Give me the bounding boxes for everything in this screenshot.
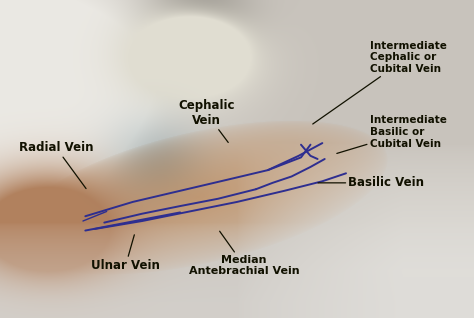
Text: Radial Vein: Radial Vein	[19, 142, 93, 189]
Text: Intermediate
Cephalic or
Cubital Vein: Intermediate Cephalic or Cubital Vein	[313, 41, 447, 124]
Text: Cephalic
Vein: Cephalic Vein	[178, 99, 235, 142]
Text: Ulnar Vein: Ulnar Vein	[91, 235, 160, 272]
Text: Median
Antebrachial Vein: Median Antebrachial Vein	[189, 231, 300, 276]
Text: Intermediate
Basilic or
Cubital Vein: Intermediate Basilic or Cubital Vein	[337, 115, 447, 153]
Text: Basilic Vein: Basilic Vein	[318, 176, 424, 189]
